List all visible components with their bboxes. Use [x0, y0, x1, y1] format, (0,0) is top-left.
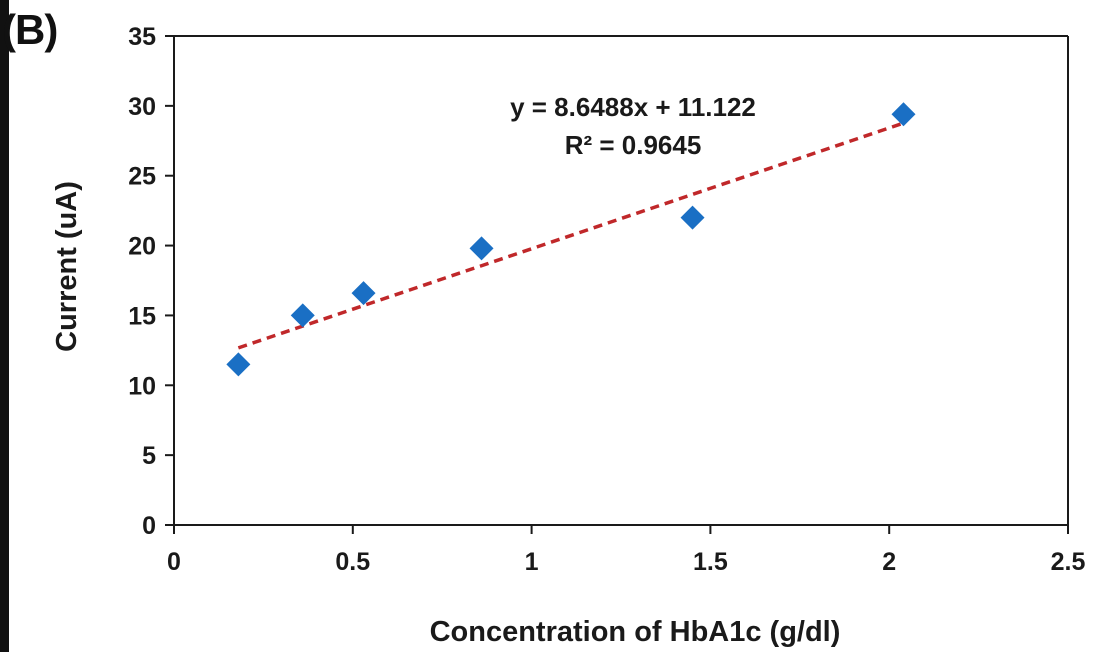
y-tick-label: 25: [128, 163, 156, 191]
x-tick-label: 0: [167, 548, 181, 576]
trendline: [237, 121, 905, 350]
y-tick-label: 35: [128, 23, 156, 51]
axes: [173, 35, 1069, 526]
x-tick-label: 2: [882, 548, 896, 576]
data-point-diamond: [226, 352, 251, 377]
ticks: 0 5 10 15 20 25 30 35 0 0.5 1 1.5 2 2.5: [128, 23, 1085, 576]
data-point-diamond: [351, 281, 376, 306]
y-tick-label: 5: [142, 442, 156, 470]
y-tick-label: 0: [142, 512, 156, 540]
x-tick-label: 1.5: [693, 548, 728, 576]
data-point-diamond: [680, 205, 705, 230]
y-axis-title: Current (uA): [51, 181, 83, 352]
y-tick-label: 20: [128, 233, 156, 261]
data-point-diamond: [891, 102, 916, 127]
panel-label: (B): [2, 6, 58, 53]
x-tick-label: 1: [525, 548, 539, 576]
data-point-diamond: [469, 236, 494, 261]
data-points: [226, 102, 916, 377]
x-tick-label: 2.5: [1051, 548, 1086, 576]
trendline-layer: [237, 121, 905, 350]
y-tick-label: 30: [128, 93, 156, 121]
data-point-diamond: [290, 303, 315, 328]
y-tick-label: 10: [128, 372, 156, 400]
trendline-equation: y = 8.6488x + 11.122: [510, 92, 756, 122]
r-squared-label: R² = 0.9645: [565, 130, 702, 160]
left-edge-bar: [0, 0, 9, 652]
y-tick-label: 15: [128, 302, 156, 330]
x-tick-label: 0.5: [335, 548, 370, 576]
x-axis-title: Concentration of HbA1c (g/dl): [430, 616, 841, 648]
